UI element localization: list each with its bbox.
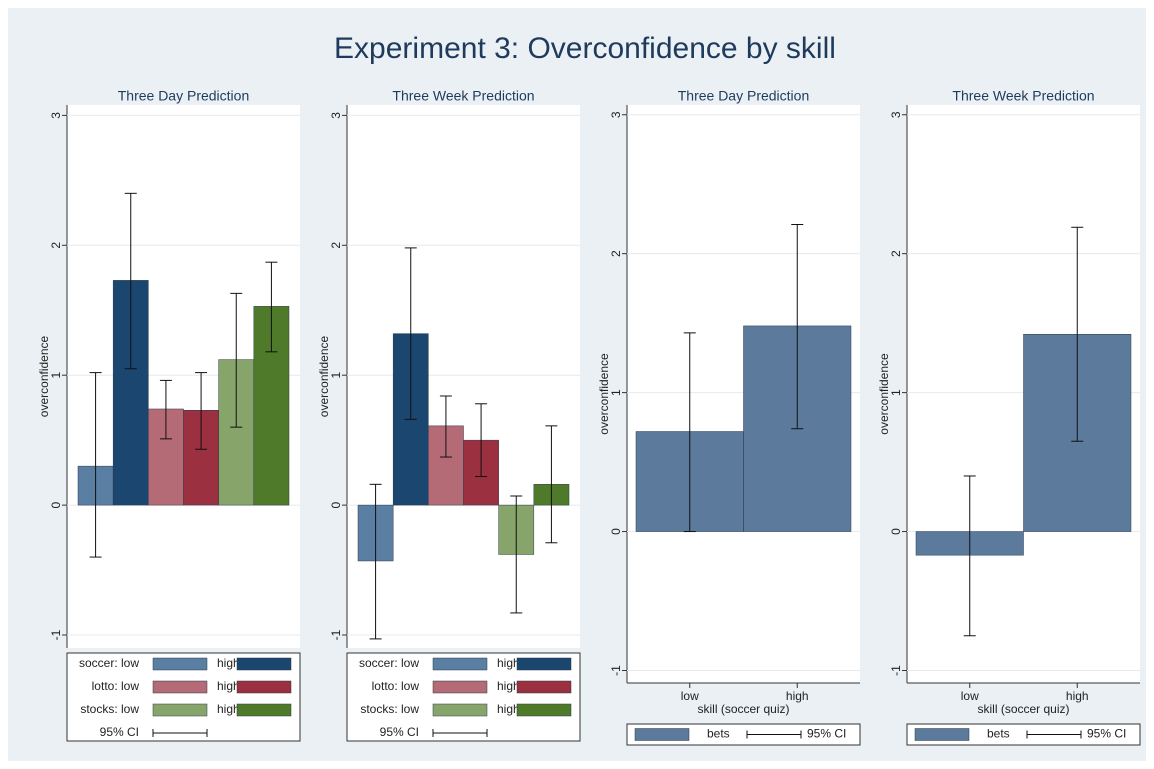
panel-title: Three Day Prediction <box>118 88 250 104</box>
y-tick-label: -1 <box>889 665 903 676</box>
error-bar <box>683 332 696 533</box>
legend-swatch <box>236 680 292 694</box>
legend-label: 95% CI <box>1087 727 1126 741</box>
legend-label: 95% CI <box>807 727 846 741</box>
error-bar <box>195 372 208 450</box>
y-tick-label: 0 <box>329 501 343 508</box>
panel-title: Three Week Prediction <box>952 88 1094 104</box>
y-axis-title: overconfidence <box>317 335 331 417</box>
x-tick-label: low <box>961 689 979 703</box>
legend-swatch <box>236 703 292 717</box>
legend-label: high <box>497 679 520 693</box>
y-tick-label: 1 <box>889 389 903 396</box>
y-tick-label: 2 <box>49 242 63 249</box>
legend-swatch <box>432 680 488 694</box>
legend-label: stocks: low <box>80 702 139 716</box>
y-axis-title: overconfidence <box>597 353 611 435</box>
plot-area <box>347 105 580 648</box>
page-title: Experiment 3: Overconfidence by skill <box>334 32 836 65</box>
legend-swatch <box>432 657 488 671</box>
y-tick-label: 1 <box>49 372 63 379</box>
error-bar <box>475 403 488 478</box>
y-tick-label: 3 <box>49 112 63 119</box>
legend-label: high <box>497 656 520 670</box>
legend-swatch <box>152 657 208 671</box>
legend-swatch <box>152 680 208 694</box>
x-tick-label: low <box>681 689 699 703</box>
error-bar <box>510 495 523 614</box>
y-tick-label: 3 <box>329 112 343 119</box>
legend-label: bets <box>707 727 730 741</box>
legend-label: lotto: low <box>92 679 140 693</box>
y-axis-title: overconfidence <box>877 353 891 435</box>
legend-label: high <box>217 656 240 670</box>
y-tick-label: 3 <box>609 111 623 118</box>
y-tick-label: 3 <box>889 111 903 118</box>
legend-label: stocks: low <box>360 702 419 716</box>
error-bar <box>1071 226 1084 442</box>
error-bar <box>791 223 804 430</box>
legend-label: soccer: low <box>359 656 419 670</box>
error-bar <box>404 247 417 420</box>
legend-swatch <box>516 657 572 671</box>
y-tick-label: 1 <box>329 372 343 379</box>
legend-ci-symbol <box>432 729 488 737</box>
error-bar <box>124 192 137 370</box>
legend-ci-symbol <box>152 729 208 737</box>
legend-swatch <box>516 703 572 717</box>
y-tick-label: 2 <box>889 250 903 257</box>
legend-swatch <box>236 657 292 671</box>
error-bar <box>369 483 382 640</box>
y-tick-label: 0 <box>609 528 623 535</box>
y-tick-label: 1 <box>609 389 623 396</box>
error-bar <box>230 292 243 428</box>
panel-title: Three Day Prediction <box>678 88 810 104</box>
x-axis-title: skill (soccer quiz) <box>977 702 1069 716</box>
y-tick-label: 2 <box>329 242 343 249</box>
y-tick-label: 2 <box>609 250 623 257</box>
legend-swatch <box>432 703 488 717</box>
legend-label: high <box>497 702 520 716</box>
error-bar <box>265 261 278 353</box>
legend-swatch <box>914 728 970 741</box>
legend-label: lotto: low <box>372 679 420 693</box>
error-bar <box>545 425 558 544</box>
legend-label: 95% CI <box>380 725 419 739</box>
y-tick-label: -1 <box>329 629 343 640</box>
y-tick-label: 0 <box>49 501 63 508</box>
y-tick-label: -1 <box>609 665 623 676</box>
legend-swatch <box>516 680 572 694</box>
y-axis-title: overconfidence <box>37 335 51 417</box>
error-bar <box>439 395 452 458</box>
legend-ci-symbol <box>746 730 802 739</box>
x-tick-label: high <box>1066 689 1089 703</box>
panel-title: Three Week Prediction <box>392 88 534 104</box>
y-tick-label: -1 <box>49 629 63 640</box>
legend-swatch <box>634 728 690 741</box>
legend-label: 95% CI <box>100 725 139 739</box>
legend-ci-symbol <box>1026 730 1082 739</box>
error-bar <box>159 379 172 440</box>
x-tick-label: high <box>786 689 809 703</box>
legend-swatch <box>152 703 208 717</box>
legend-label: high <box>217 702 240 716</box>
error-bar <box>963 475 976 637</box>
legend-label: soccer: low <box>79 656 139 670</box>
legend-label: bets <box>987 727 1010 741</box>
y-tick-label: 0 <box>889 528 903 535</box>
x-axis-title: skill (soccer quiz) <box>697 702 789 716</box>
error-bar <box>89 372 102 558</box>
legend-label: high <box>217 679 240 693</box>
